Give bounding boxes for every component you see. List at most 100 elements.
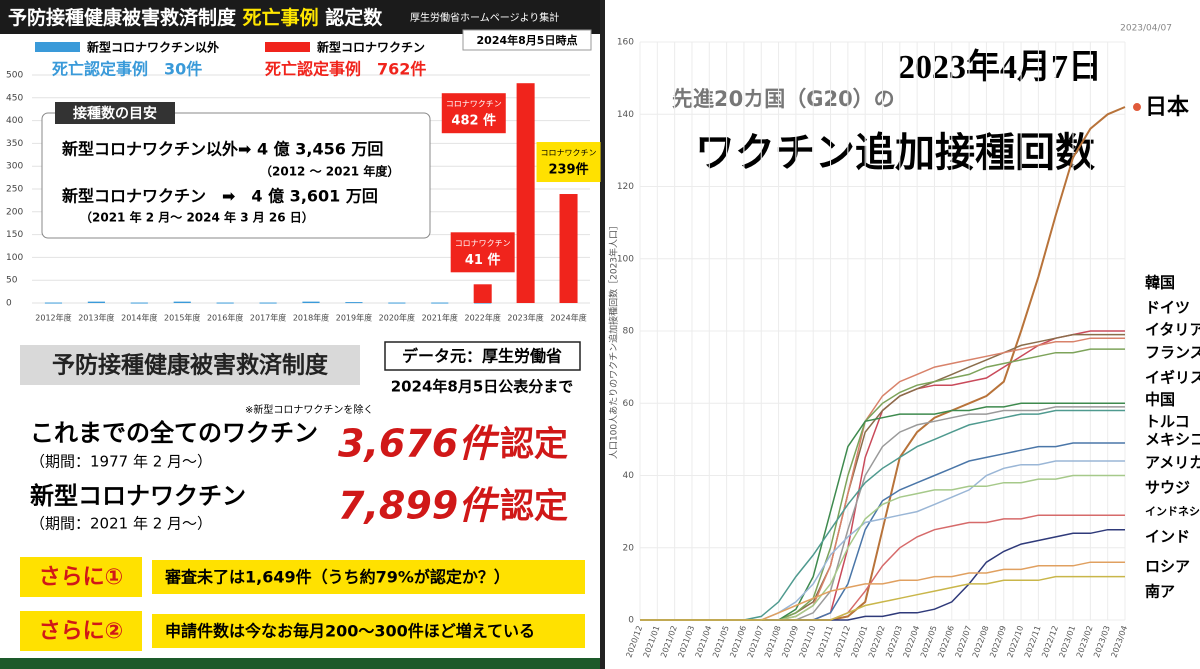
inset-title: 接種数の目安 — [73, 105, 157, 122]
title-highlight: 死亡事例 — [243, 6, 319, 29]
series-label: サウジ — [1145, 479, 1190, 497]
y-tick-label: 80 — [623, 327, 635, 337]
bottom-strip — [0, 658, 600, 669]
y-tick-label: 40 — [623, 471, 635, 481]
date-caption: 2023年4月7日 — [898, 48, 1102, 86]
row-count: 3,676件 — [338, 422, 500, 466]
x-tick-label: 2013年度 — [78, 313, 114, 323]
bar — [130, 302, 148, 304]
doc-title: 予防接種健康被害救済制度 — [52, 352, 329, 379]
further-box — [152, 614, 585, 648]
y-tick-label: 120 — [617, 182, 634, 192]
end-dot — [1133, 103, 1141, 112]
legend-swatch — [265, 42, 310, 52]
label-annotation: コロナワクチン — [455, 239, 511, 248]
bar — [173, 301, 191, 303]
label-annotation: コロナワクチン — [541, 149, 597, 158]
x-tick-label: 2014年度 — [121, 313, 157, 323]
bar — [216, 302, 234, 304]
further-label: さらに② — [39, 619, 124, 644]
label-annotation: コロナワクチン — [446, 100, 502, 109]
inset-line: 新型コロナワクチン ➡ 4 億 3,601 万回 — [62, 187, 378, 206]
label-box — [536, 142, 601, 183]
bar — [345, 302, 363, 304]
x-tick-label: 2018年度 — [293, 313, 329, 323]
chart-subtitle: 先進20カ国（G20）の — [672, 87, 895, 111]
series-label: フランス — [1145, 344, 1200, 362]
value-label: 41 件 — [465, 252, 501, 268]
series-label: メキシコ — [1145, 431, 1200, 449]
x-tick-label: 2023年度 — [507, 313, 543, 323]
inset-box — [41, 112, 431, 239]
series-label: ロシア — [1145, 558, 1190, 576]
x-tick-label: 2016年度 — [207, 313, 243, 323]
bar — [516, 83, 535, 303]
further-tag — [20, 611, 142, 651]
y-tick-label: 400 — [6, 116, 23, 126]
x-tick-label: 2024年度 — [550, 313, 586, 323]
bar — [388, 302, 406, 304]
series-label: インドネシア — [1145, 505, 1200, 518]
y-tick-label: 160 — [617, 38, 634, 48]
series-label: 韓国 — [1145, 274, 1175, 292]
bar — [474, 302, 492, 304]
y-tick-label: 300 — [6, 162, 23, 172]
bar — [473, 284, 492, 303]
y-tick-label: 500 — [6, 71, 23, 81]
y-tick-label: 0 — [6, 299, 12, 309]
title-main: 予防接種健康被害救済制度 — [8, 6, 237, 29]
y-tick-label: 250 — [6, 185, 23, 195]
y-tick-label: 20 — [623, 543, 635, 553]
legend-summary: 死亡認定事例 30件 — [52, 60, 202, 79]
series-label: トルコ — [1145, 413, 1190, 431]
title-bar — [0, 0, 600, 34]
series-label: イギリス — [1145, 369, 1200, 387]
bar — [302, 301, 320, 303]
doc-note: ※新型コロナワクチンを除く — [245, 403, 373, 416]
inset-title-box — [55, 102, 175, 124]
further-text: 審査未了は1,649件（うち約79%が認定か？） — [164, 568, 510, 587]
x-tick-label: 2017年度 — [250, 313, 286, 323]
series-label: インド — [1145, 528, 1190, 546]
y-axis-label: 人口100人あたりのワクチン追加接種回数［2023年人口］ — [608, 221, 620, 459]
title-suffix: 認定数 — [325, 6, 383, 29]
corner-date: 2023/04/07 — [1120, 24, 1172, 34]
y-tick-label: 150 — [6, 230, 23, 240]
x-tick-label: 2015年度 — [164, 313, 200, 323]
y-tick-label: 60 — [623, 399, 635, 409]
x-tick-label: 2020年度 — [379, 313, 415, 323]
x-tick-label: 2012年度 — [35, 313, 71, 323]
legend-summary: 死亡認定事例 762件 — [265, 60, 426, 79]
bar — [259, 302, 277, 304]
doc-source: データ元：厚生労働省 — [402, 347, 562, 366]
row-period: （期間：2021 年 2 月〜） — [30, 515, 212, 533]
legend-label: 新型コロナワクチン以外 — [87, 40, 219, 55]
inset-line: （2021 年 2 月〜 2024 年 3 月 26 日） — [80, 210, 314, 225]
label-box — [450, 232, 515, 273]
source: 厚生労働省ホームページより集計 — [410, 11, 559, 24]
further-box — [152, 560, 585, 594]
series-label: アメリカ — [1145, 454, 1200, 472]
chart-title: 予防接種健康被害救済制度 死亡事例 認定数 — [8, 6, 383, 29]
value-label: 482 件 — [451, 113, 496, 129]
y-tick-label: 100 — [617, 254, 634, 264]
x-tick-label: 2021年度 — [422, 313, 458, 323]
series-line — [640, 575, 1125, 621]
inset-line: 新型コロナワクチン以外➡ 4 億 3,456 万回 — [62, 140, 383, 159]
bar — [87, 301, 105, 303]
row-label: 新型コロナワクチン — [30, 482, 246, 510]
further-label: さらに① — [39, 565, 124, 590]
label-box — [441, 93, 506, 134]
x-tick-label: 2022年度 — [465, 313, 501, 323]
row-count: 7,899件 — [338, 484, 500, 528]
y-tick-label: 140 — [617, 110, 634, 120]
bar — [559, 194, 578, 303]
y-tick-label: 0 — [628, 616, 634, 626]
series-label: 南ア — [1145, 583, 1175, 601]
further-tag — [20, 557, 142, 597]
y-tick-label: 350 — [6, 139, 23, 149]
row-status: 認定 — [500, 487, 568, 527]
bar — [431, 302, 449, 304]
row-label: これまでの全てのワクチン — [30, 419, 318, 447]
